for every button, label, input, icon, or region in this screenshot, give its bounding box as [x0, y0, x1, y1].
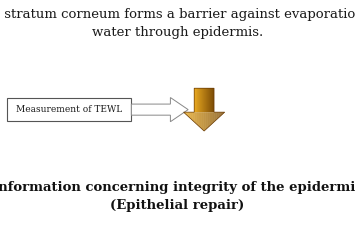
Polygon shape [222, 112, 223, 115]
Polygon shape [210, 112, 211, 125]
Polygon shape [207, 112, 208, 129]
Polygon shape [191, 112, 192, 120]
Polygon shape [193, 112, 194, 122]
Polygon shape [217, 112, 218, 119]
Polygon shape [188, 112, 189, 117]
Polygon shape [200, 112, 201, 128]
Polygon shape [219, 112, 220, 117]
Polygon shape [201, 112, 202, 129]
Polygon shape [199, 112, 200, 127]
Text: Information concerning integrity of the epidermis
(Epithelial repair): Information concerning integrity of the … [0, 181, 355, 212]
Polygon shape [196, 112, 197, 124]
Polygon shape [209, 112, 210, 126]
Polygon shape [213, 112, 214, 123]
Polygon shape [190, 112, 191, 119]
Polygon shape [192, 112, 193, 121]
Polygon shape [223, 112, 224, 113]
Polygon shape [220, 112, 221, 116]
Polygon shape [203, 112, 204, 131]
FancyBboxPatch shape [7, 98, 131, 121]
Polygon shape [221, 112, 222, 115]
Polygon shape [218, 112, 219, 118]
Polygon shape [208, 112, 209, 127]
Polygon shape [131, 98, 188, 122]
Polygon shape [184, 112, 185, 113]
Polygon shape [216, 112, 217, 120]
Polygon shape [202, 112, 203, 130]
Polygon shape [211, 112, 212, 125]
Text: Measurement of TEWL: Measurement of TEWL [16, 105, 122, 114]
Polygon shape [189, 112, 190, 118]
Polygon shape [195, 112, 196, 123]
Polygon shape [215, 112, 216, 121]
Polygon shape [198, 112, 199, 126]
Polygon shape [205, 112, 206, 131]
Polygon shape [206, 112, 207, 129]
Polygon shape [212, 112, 213, 123]
Text: The stratum corneum forms a barrier against evaporation of
water through epiderm: The stratum corneum forms a barrier agai… [0, 8, 355, 39]
Polygon shape [197, 112, 198, 125]
Polygon shape [214, 112, 215, 122]
Polygon shape [185, 112, 186, 114]
Polygon shape [204, 112, 205, 131]
Polygon shape [186, 112, 187, 115]
Polygon shape [187, 112, 188, 116]
Polygon shape [224, 112, 225, 113]
Polygon shape [194, 112, 195, 122]
